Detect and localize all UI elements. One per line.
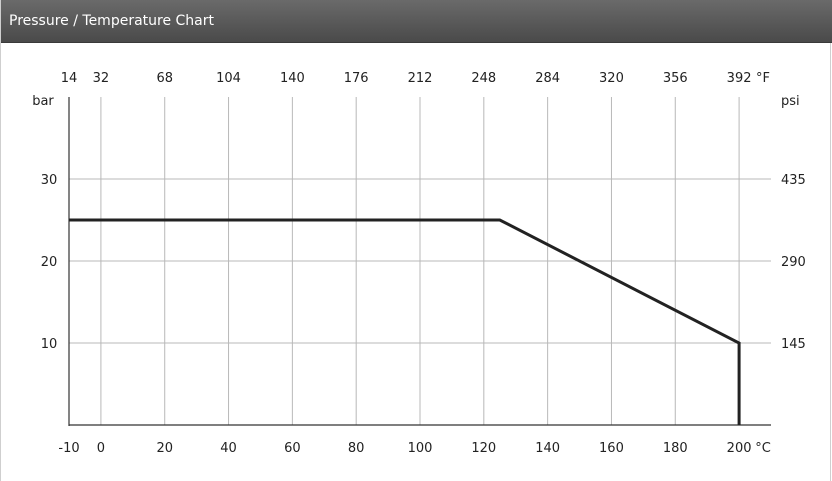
- x-tick-label: 40: [220, 441, 237, 456]
- x-tick-label: -10: [58, 441, 79, 456]
- grid-lines: [69, 97, 771, 425]
- x-axis-unit-label: °C: [755, 441, 771, 456]
- tick-labels: -10 0 20 40 60 80 100 120 140 160 180 200 °C 14 32 68 10…: [32, 71, 806, 456]
- x-tick-label: 160: [599, 441, 624, 456]
- x2-tick-label: 212: [408, 71, 433, 86]
- x2-tick-label: 356: [663, 71, 688, 86]
- y-tick-label: 30: [41, 173, 58, 188]
- y2-tick-label: 290: [781, 255, 806, 270]
- x2-tick-label: 14: [61, 71, 78, 86]
- y2-axis-unit-label: psi: [781, 94, 800, 109]
- x2-tick-label: 284: [535, 71, 560, 86]
- x-tick-label: 0: [97, 441, 105, 456]
- chart-header: Pressure / Temperature Chart: [1, 0, 832, 43]
- x-tick-label: 20: [156, 441, 173, 456]
- y2-tick-label: 435: [781, 173, 806, 188]
- y-tick-label: 10: [41, 337, 58, 352]
- y-axis-unit-label: bar: [32, 94, 54, 109]
- x2-tick-label: 68: [156, 71, 173, 86]
- x2-tick-label: 320: [599, 71, 624, 86]
- x2-tick-label: 176: [344, 71, 369, 86]
- x2-tick-label: 248: [471, 71, 496, 86]
- x2-tick-label: 392: [727, 71, 752, 86]
- x-tick-label: 100: [408, 441, 433, 456]
- x-tick-label: 180: [663, 441, 688, 456]
- x-tick-label: 140: [535, 441, 560, 456]
- data-series: [69, 218, 741, 425]
- x2-tick-label: 32: [93, 71, 110, 86]
- chart-title: Pressure / Temperature Chart: [9, 13, 215, 29]
- y-tick-label: 20: [41, 255, 58, 270]
- x-tick-label: 60: [284, 441, 301, 456]
- x-tick-label: 80: [348, 441, 365, 456]
- x2-tick-label: 104: [216, 71, 241, 86]
- x2-tick-label: 140: [280, 71, 305, 86]
- plot-axes: [68, 97, 771, 426]
- pressure-series-line: [69, 218, 741, 425]
- x2-axis-unit-label: °F: [756, 71, 770, 86]
- x-tick-label: 120: [471, 441, 496, 456]
- x-tick-label: 200: [727, 441, 752, 456]
- y2-tick-label: 145: [781, 337, 806, 352]
